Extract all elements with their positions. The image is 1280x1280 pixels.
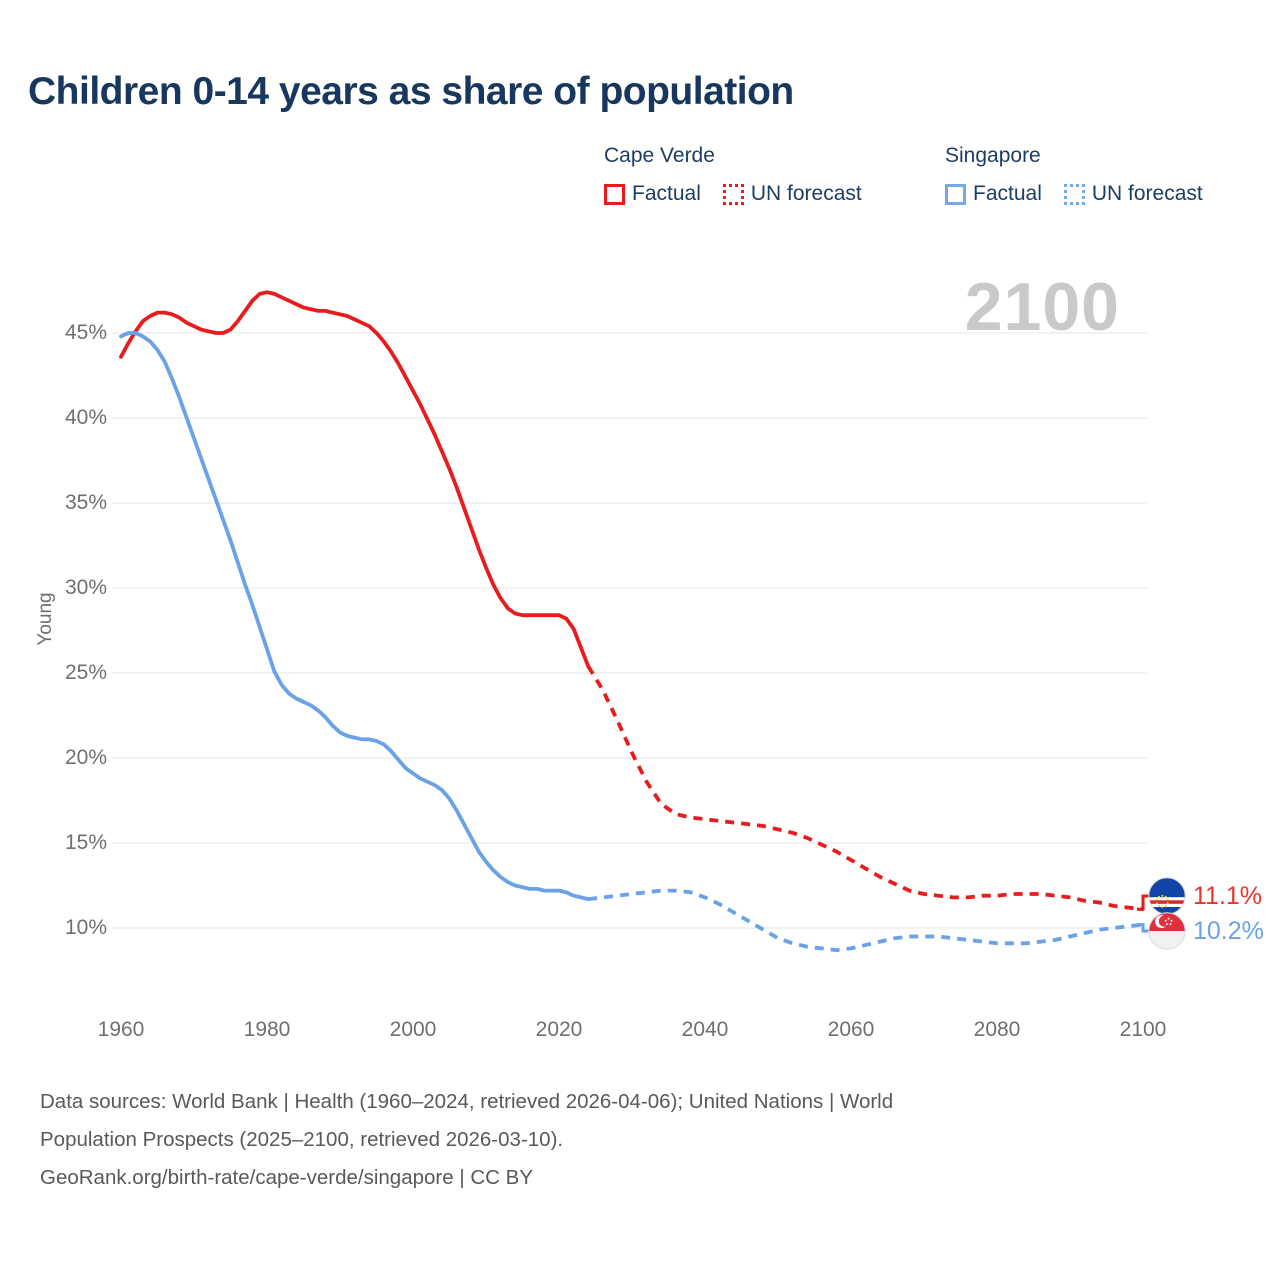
end-label-cape-verde: 11.1% [1148, 877, 1262, 915]
legend-item-label[interactable]: Factual [973, 182, 1042, 205]
y-tick-label: 10% [64, 916, 107, 939]
footer-line-datasources-2: Population Prospects (2025–2100, retriev… [40, 1128, 564, 1151]
x-tick-label: 2080 [973, 1018, 1021, 1041]
series-line-cape-verde-un-forecast [586, 665, 1144, 912]
y-tick-label: 25% [64, 661, 107, 684]
legend-item-label[interactable]: UN forecast [1091, 182, 1203, 205]
y-tick-label: 45% [64, 321, 107, 344]
y-tick-label: 15% [64, 831, 107, 854]
legend-checkbox-solid-blue-icon[interactable] [945, 183, 966, 205]
legend-item-singapore-forecast[interactable]: UN forecast [1063, 182, 1203, 206]
x-tick-label: 2060 [827, 1018, 875, 1041]
x-tick-label: 2000 [389, 1018, 437, 1041]
singapore-flag-icon [1148, 912, 1186, 950]
legend-item-label[interactable]: UN forecast [750, 182, 862, 205]
legend-group-title: Cape Verde [604, 144, 715, 167]
cape-verde-flag-icon [1148, 877, 1186, 915]
watermark-year: 2100 [964, 269, 1120, 345]
x-tick-label: 1960 [97, 1018, 145, 1041]
legend-group-cape-verde: Cape Verde Factual UN forecast [604, 144, 884, 206]
end-value-cape-verde: 11.1% [1193, 881, 1263, 910]
legend-group-singapore: Singapore Factual UN forecast [945, 144, 1225, 206]
legend-checkbox-dotted-red-icon[interactable] [722, 183, 744, 205]
footer-line-attribution: GeoRank.org/birth-rate/cape-verde/singap… [40, 1166, 534, 1189]
legend-item-cape-verde-forecast[interactable]: UN forecast [722, 182, 862, 206]
end-connector [1137, 894, 1150, 911]
y-tick-label: 35% [64, 491, 107, 514]
footer-line-datasources: Data sources: World Bank | Health (1960–… [40, 1090, 894, 1113]
y-tick-label: 40% [64, 406, 107, 429]
end-connector [1137, 923, 1150, 933]
x-tick-label: 1980 [243, 1018, 291, 1041]
x-tick-label: 2100 [1119, 1018, 1167, 1041]
end-value-singapore: 10.2% [1193, 916, 1264, 945]
legend-checkbox-dotted-blue-icon[interactable] [1063, 183, 1085, 205]
series-line-singapore-un-forecast [587, 888, 1144, 952]
page-title: Children 0-14 years as share of populati… [28, 70, 794, 113]
legend-row: Factual UN forecast [604, 182, 884, 206]
x-tick-label: 2020 [535, 1018, 583, 1041]
series-line-singapore-factual [119, 331, 591, 901]
legend-item-label[interactable]: Factual [632, 182, 701, 205]
y-tick-label: 20% [64, 746, 107, 769]
legend-item-cape-verde-factual[interactable]: Factual [604, 182, 701, 206]
legend-row: Factual UN forecast [945, 182, 1225, 206]
legend-group-title: Singapore [945, 144, 1041, 167]
end-label-singapore: 10.2% [1148, 912, 1264, 950]
legend-checkbox-solid-red-icon[interactable] [604, 183, 625, 205]
legend-item-singapore-factual[interactable]: Factual [945, 182, 1042, 206]
y-tick-label: 30% [64, 576, 107, 599]
series-line-cape-verde-factual [119, 290, 591, 669]
x-tick-label: 2040 [681, 1018, 729, 1041]
